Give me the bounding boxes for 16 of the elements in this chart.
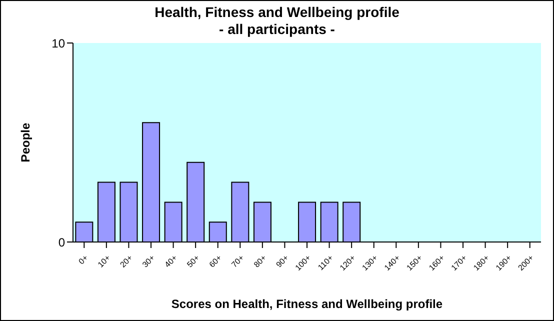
y-axis-title: People bbox=[18, 122, 32, 162]
x-tick-label: 80+ bbox=[252, 253, 268, 270]
x-tick-label: 40+ bbox=[162, 253, 180, 270]
x-tick-label: 20+ bbox=[118, 253, 135, 270]
chart-title: Health, Fitness and Wellbeing profile bbox=[154, 4, 400, 21]
chart-subtitle: - all participants - bbox=[218, 21, 336, 38]
y-tick-label: 0 bbox=[58, 235, 66, 250]
x-tick-label: 60+ bbox=[208, 253, 224, 270]
x-axis-title: Scores on Health, Fitness and Wellbeing profile bbox=[171, 297, 443, 311]
x-tick-label: 70+ bbox=[230, 253, 246, 270]
x-tick-label: 0+ bbox=[76, 253, 90, 266]
x-tick-label: 30+ bbox=[140, 253, 157, 270]
x-tick-label: 10+ bbox=[96, 253, 112, 270]
x-tick-label: 50+ bbox=[185, 253, 202, 270]
y-tick-label: 10 bbox=[52, 36, 66, 50]
x-tick-label: 90+ bbox=[274, 253, 291, 270]
